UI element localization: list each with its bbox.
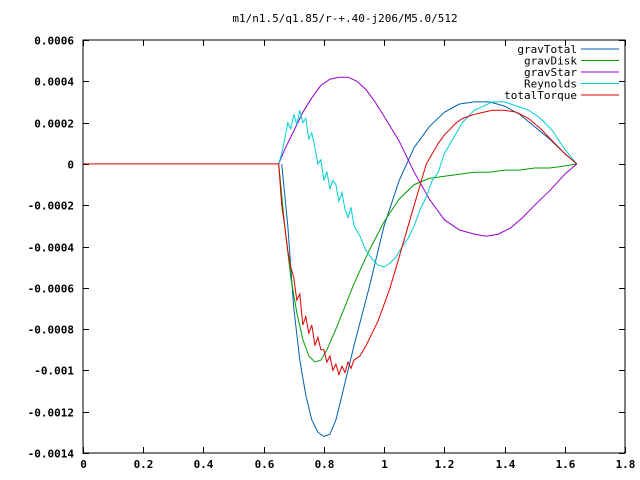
- y-tick-label: -0.0002: [28, 200, 74, 213]
- legend-label-totalTorque: totalTorque: [504, 89, 577, 102]
- legend-label-gravStar: gravStar: [524, 66, 577, 79]
- tick-marks: [83, 40, 626, 454]
- plot-border: [82, 39, 626, 454]
- y-tick-label: 0.0004: [34, 76, 74, 89]
- x-tick-label: 1.8: [616, 458, 636, 471]
- y-tick-label: -0.0014: [28, 448, 75, 461]
- x-tick-label: 1.6: [556, 458, 576, 471]
- series-gravDisk-line: [278, 163, 577, 363]
- x-tick-label: 0.2: [134, 458, 154, 471]
- series-gravStar-line: [278, 76, 578, 237]
- series-gravTotal-line: [281, 101, 578, 438]
- y-tick-label: 0.0006: [34, 35, 74, 48]
- x-tick-label: 1: [381, 458, 388, 471]
- y-tick-label: -0.0004: [28, 242, 75, 255]
- x-tick-label: 0.8: [315, 458, 335, 471]
- series-lines: [83, 76, 578, 438]
- tick-labels: 0 0.2 0.4 0.6 0.8 1 1.2 1.4 1.6 1.8 0.0006 0.0004 0.…: [28, 35, 636, 472]
- legend-label-Reynolds: Reynolds: [524, 78, 577, 91]
- y-tick-label: -0.001: [34, 365, 74, 378]
- y-tick-label: -0.0012: [28, 407, 74, 420]
- x-tick-label: 1.2: [435, 458, 455, 471]
- x-tick-label: 0.6: [255, 458, 275, 471]
- y-tick-label: 0.0002: [34, 118, 74, 131]
- y-tick-label: 0: [67, 159, 74, 172]
- series-Reynolds-line: [278, 101, 578, 268]
- y-tick-label: -0.0008: [28, 324, 74, 337]
- axes: [82, 39, 626, 454]
- series-totalTorque-line: [83, 109, 578, 377]
- chart-title: m1/n1.5/q1.85/r-+.40-j206/M5.0/512: [232, 12, 457, 25]
- legend-label-gravTotal: gravTotal: [517, 43, 577, 56]
- legend-label-gravDisk: gravDisk: [524, 55, 577, 68]
- x-tick-label: 0.4: [194, 458, 214, 471]
- legend: gravTotalgravDiskgravStarReynoldstotalTo…: [504, 43, 619, 102]
- x-tick-label: 1.4: [496, 458, 516, 471]
- x-tick-label: 0: [80, 458, 87, 471]
- y-tick-label: -0.0006: [28, 283, 75, 296]
